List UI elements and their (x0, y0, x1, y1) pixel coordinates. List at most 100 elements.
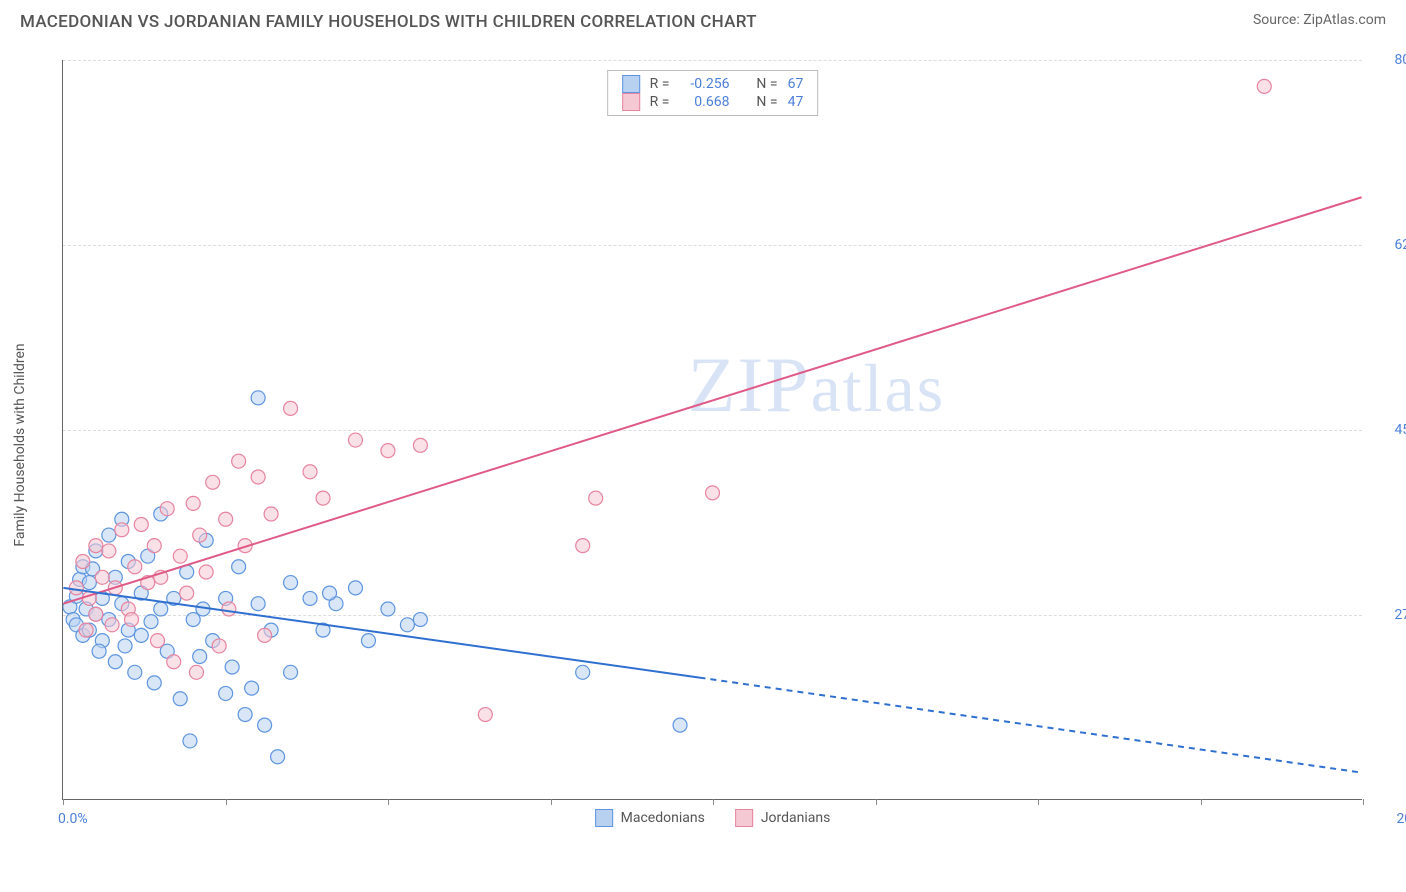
n-value-series2: 47 (788, 94, 804, 110)
x-tick (1363, 799, 1364, 805)
y-axis-label: Family Households with Children (12, 343, 28, 546)
data-point (69, 581, 83, 595)
data-point (258, 628, 272, 642)
data-point (206, 475, 220, 489)
r-label: R = (650, 94, 670, 110)
r-value-series1: -0.256 (679, 76, 729, 92)
legend-label-series2: Jordanians (761, 810, 831, 826)
data-point (151, 634, 165, 648)
data-point (154, 602, 168, 616)
data-point (284, 401, 298, 415)
legend-swatch-series2 (735, 809, 753, 827)
data-point (212, 639, 226, 653)
data-point (303, 465, 317, 479)
x-axis-label-min: 0.0% (58, 811, 88, 827)
data-point (413, 438, 427, 452)
data-point (167, 655, 181, 669)
data-point (147, 676, 161, 690)
data-point (147, 539, 161, 553)
data-point (478, 708, 492, 722)
x-tick (63, 799, 64, 805)
stats-row-series1: R = -0.256 N = 67 (622, 75, 804, 93)
data-point (128, 665, 142, 679)
data-point (89, 607, 103, 621)
r-value-series2: 0.668 (679, 94, 729, 110)
r-label: R = (650, 76, 670, 92)
legend-swatch-series1 (595, 809, 613, 827)
legend-item-series1: Macedonians (595, 809, 705, 827)
data-point (102, 544, 116, 558)
y-tick-label: 27.5% (1394, 607, 1406, 623)
chart-container: Family Households with Children ZIPatlas… (50, 50, 1380, 840)
data-point (323, 586, 337, 600)
data-point (271, 750, 285, 764)
data-point (193, 528, 207, 542)
data-point (118, 639, 132, 653)
data-point (589, 491, 603, 505)
data-point (193, 649, 207, 663)
data-point (160, 502, 174, 516)
data-point (134, 518, 148, 532)
x-tick (551, 799, 552, 805)
data-point (186, 496, 200, 510)
n-value-series1: 67 (788, 76, 804, 92)
x-tick (1201, 799, 1202, 805)
y-tick-label: 62.5% (1394, 237, 1406, 253)
data-point (180, 586, 194, 600)
data-point (222, 602, 236, 616)
data-point (128, 560, 142, 574)
data-point (219, 686, 233, 700)
data-point (673, 718, 687, 732)
data-point (125, 613, 139, 627)
data-point (89, 539, 103, 553)
x-tick (226, 799, 227, 805)
data-point (173, 692, 187, 706)
data-point (245, 681, 259, 695)
data-point (1257, 79, 1271, 93)
x-tick (713, 799, 714, 805)
x-tick (388, 799, 389, 805)
swatch-series2 (622, 93, 640, 111)
data-point (251, 470, 265, 484)
plot-area: ZIPatlas R = -0.256 N = 67 R = 0.668 N =… (62, 60, 1362, 800)
source-link[interactable]: ZipAtlas.com (1303, 12, 1386, 28)
data-point (225, 660, 239, 674)
data-point (102, 528, 116, 542)
data-point (183, 734, 197, 748)
source-attribution: Source: ZipAtlas.com (1253, 12, 1386, 28)
legend-item-series2: Jordanians (735, 809, 831, 827)
data-point (400, 618, 414, 632)
legend-label-series1: Macedonians (621, 810, 705, 826)
data-point (238, 708, 252, 722)
data-point (576, 665, 590, 679)
source-label: Source: (1253, 12, 1300, 28)
data-point (105, 618, 119, 632)
regression-line (63, 588, 699, 678)
data-point (251, 391, 265, 405)
data-point (361, 634, 375, 648)
data-point (381, 444, 395, 458)
stats-row-series2: R = 0.668 N = 47 (622, 93, 804, 111)
y-tick-label: 45.0% (1394, 422, 1406, 438)
data-point (576, 539, 590, 553)
x-axis-label-max: 20.0% (1396, 811, 1406, 827)
data-point (189, 665, 203, 679)
data-point (92, 644, 106, 658)
y-tick-label: 80.0% (1394, 52, 1406, 68)
data-point (284, 665, 298, 679)
data-point (348, 433, 362, 447)
data-point (199, 565, 213, 579)
stats-legend-box: R = -0.256 N = 67 R = 0.668 N = 47 (607, 70, 819, 116)
data-point (95, 570, 109, 584)
data-point (115, 523, 129, 537)
scatter-svg (63, 60, 1362, 799)
swatch-series1 (622, 75, 640, 93)
x-tick (876, 799, 877, 805)
regression-line (700, 678, 1362, 773)
data-point (284, 576, 298, 590)
chart-title: MACEDONIAN VS JORDANIAN FAMILY HOUSEHOLD… (20, 12, 757, 32)
data-point (264, 507, 278, 521)
data-point (173, 549, 187, 563)
data-point (348, 581, 362, 595)
data-point (82, 576, 96, 590)
